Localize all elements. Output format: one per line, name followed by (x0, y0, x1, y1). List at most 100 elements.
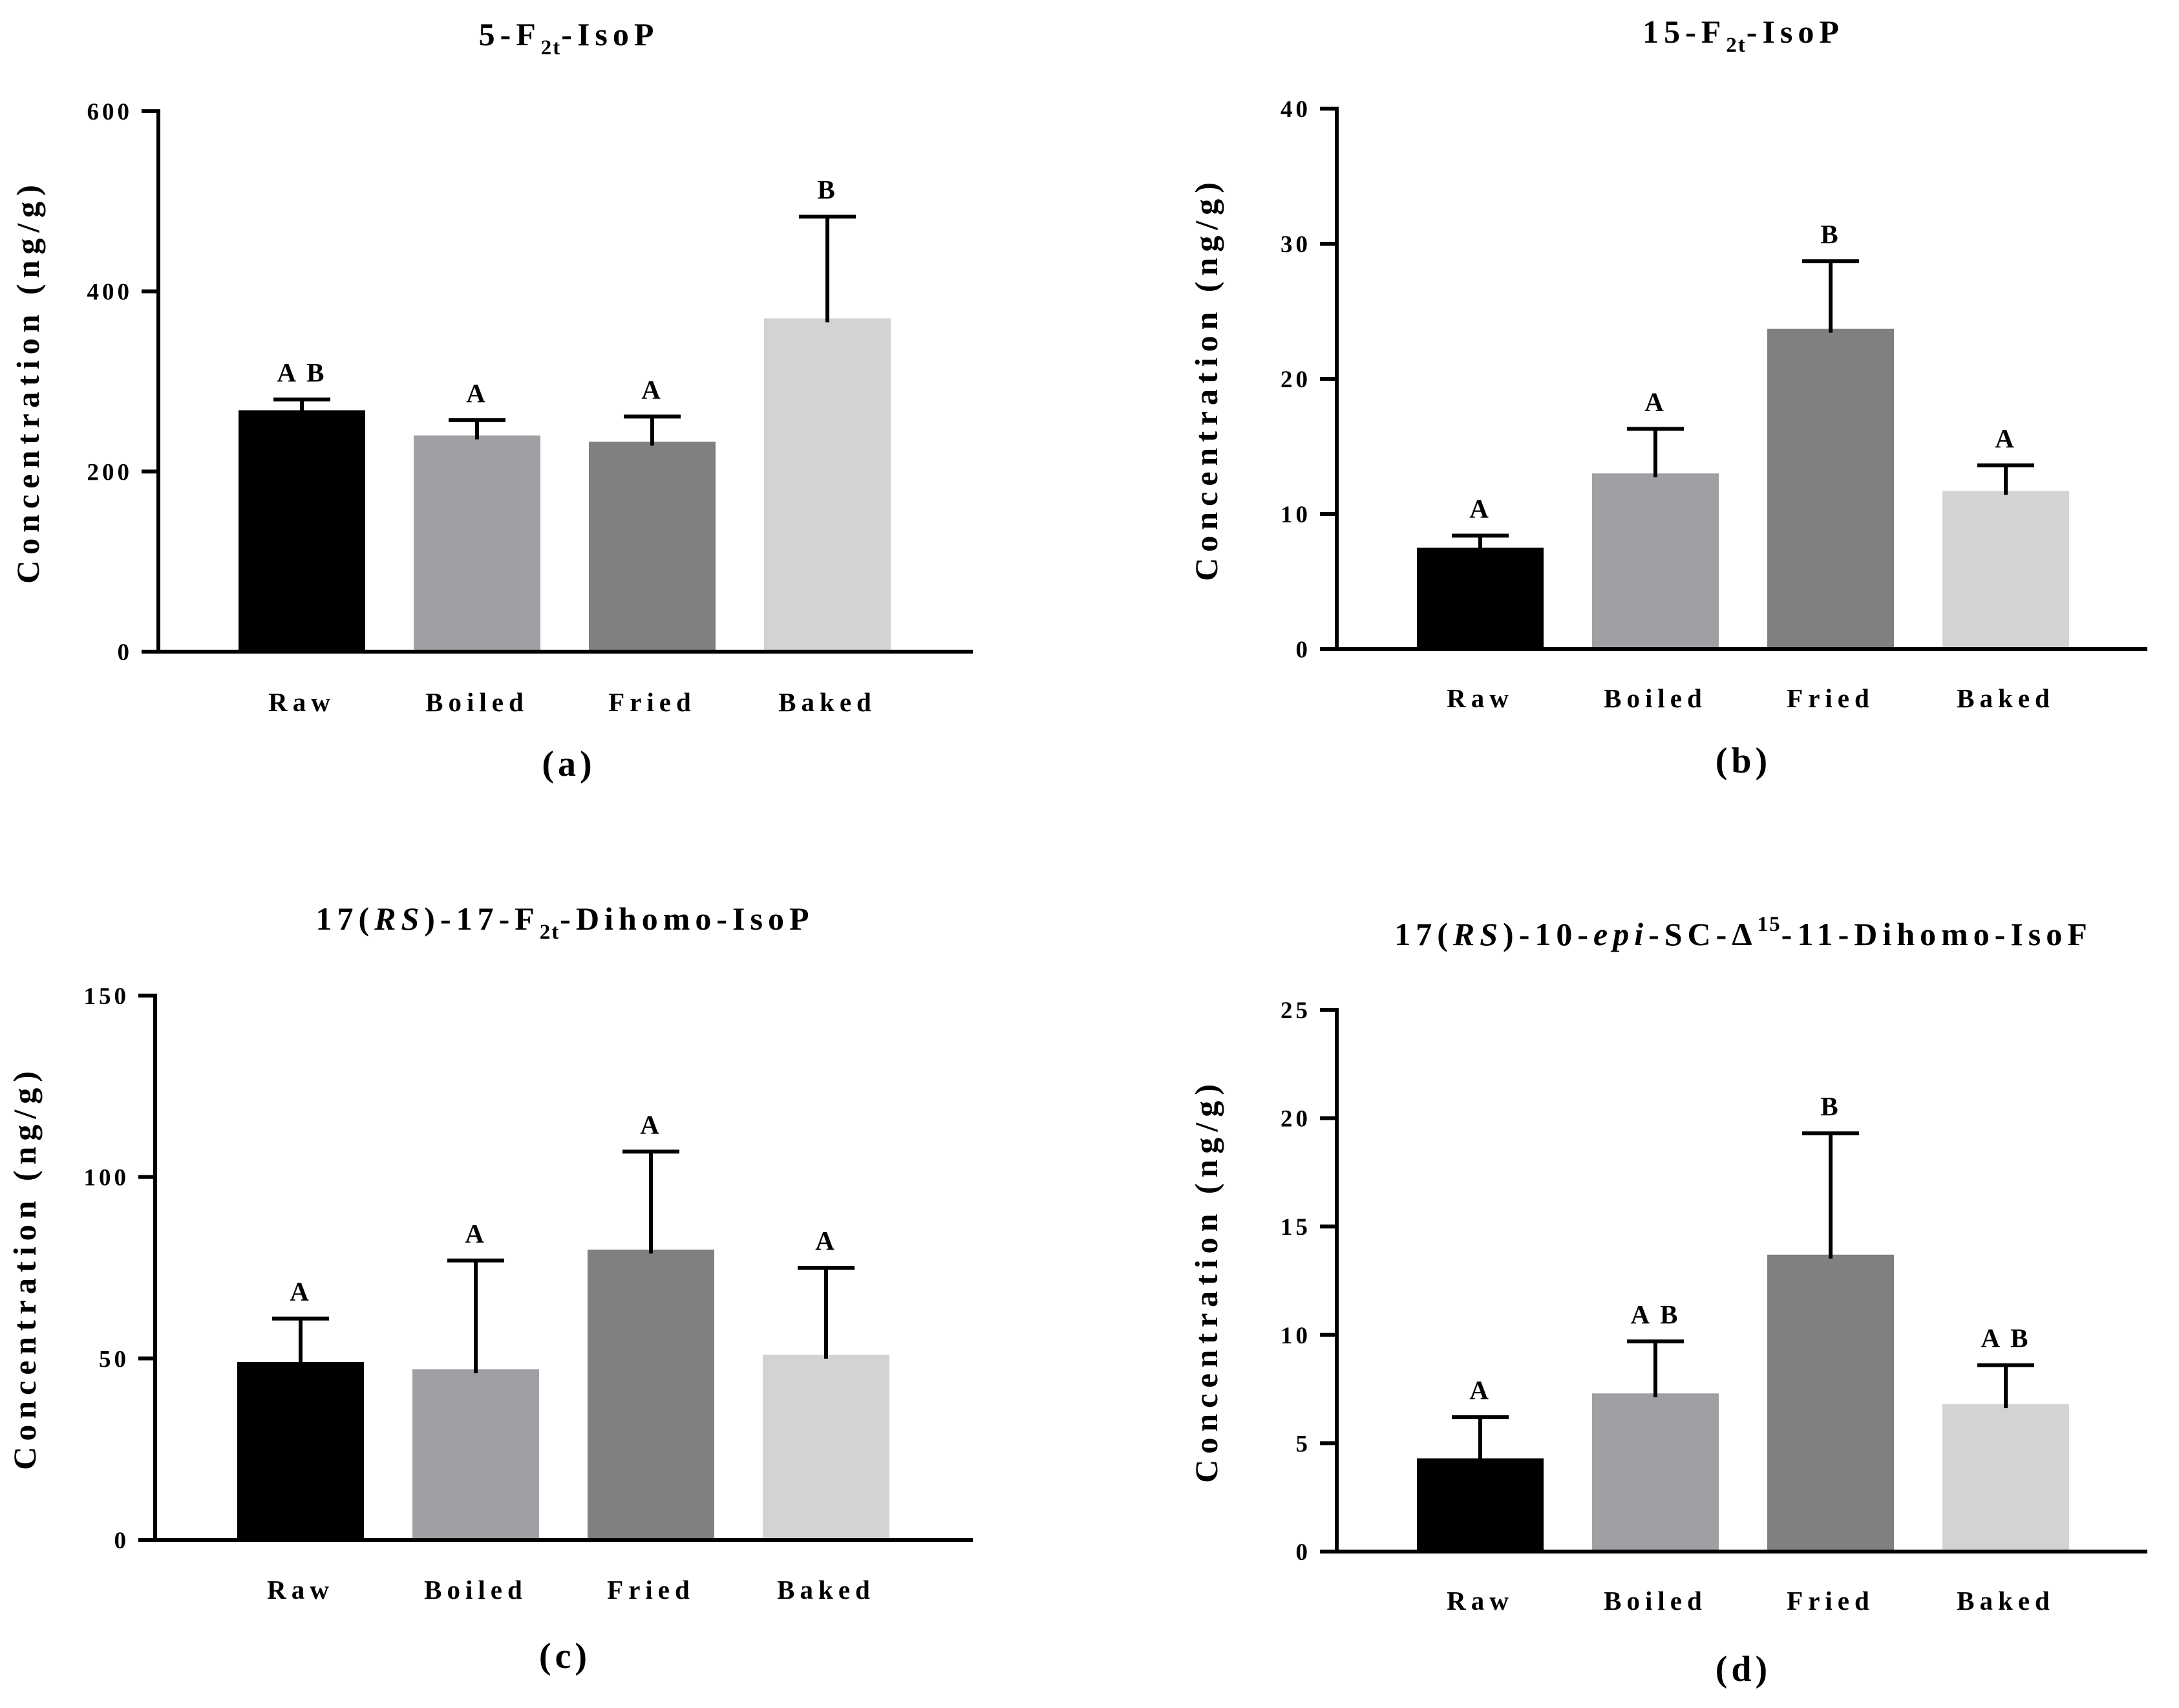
x-tick-label: Boiled (424, 1575, 527, 1605)
x-tick-label: Fried (607, 1575, 695, 1605)
significance-label: B (1820, 1091, 1840, 1121)
significance-label: A (290, 1277, 312, 1307)
y-tick-label: 0 (1296, 637, 1312, 663)
x-tick-label: Boiled (1604, 683, 1707, 713)
y-tick-label: 10 (1281, 1323, 1311, 1349)
significance-label: A (641, 374, 663, 404)
chart-title-part: RS (1452, 916, 1503, 952)
significance-label: A (1469, 493, 1491, 523)
bar-baked (764, 318, 891, 652)
y-tick-label: 400 (87, 279, 133, 306)
chart-panel-b: 15-F2t-IsoP Concentration (ng/g) A Raw A Boil… (1188, 14, 2147, 781)
x-tick-label: Raw (268, 687, 335, 717)
y-tick-label: 15 (1281, 1214, 1311, 1241)
bar-raw (1417, 548, 1544, 649)
y-tick-label: 50 (99, 1346, 129, 1372)
panel-label: (c) (539, 1636, 591, 1676)
bar-boiled (1592, 1393, 1719, 1552)
significance-label: B (1820, 219, 1840, 249)
y-axis-label: Concentration (ng/g) (1188, 176, 1224, 581)
bar-boiled (414, 435, 540, 652)
y-axis-label: Concentration (ng/g) (6, 1065, 43, 1470)
x-tick-label: Baked (1957, 683, 2055, 713)
chart-title-part: 17( (1394, 916, 1453, 952)
x-tick-label: Baked (777, 1575, 875, 1605)
significance-label: A (465, 1219, 487, 1248)
chart-title-part: )-10- (1503, 916, 1593, 952)
bar-baked (1942, 1404, 2069, 1552)
significance-label: A (1469, 1375, 1491, 1405)
chart-title-part: )-17-F (424, 901, 540, 937)
bar-raw (239, 410, 365, 652)
y-tick-label: 10 (1281, 502, 1311, 528)
y-tick-label: 100 (84, 1165, 130, 1191)
x-tick-label: Baked (778, 687, 877, 717)
significance-label: A B (1631, 1299, 1681, 1329)
bar-baked (1942, 491, 2069, 649)
bar-fried (1767, 1254, 1894, 1552)
significance-label: A (1644, 387, 1666, 416)
bar-fried (588, 1249, 714, 1540)
bar-raw (1417, 1458, 1544, 1552)
chart-title-part: 17( (315, 901, 374, 937)
y-tick-label: 20 (1281, 1106, 1311, 1133)
chart-title-part: -Dihomo-IsoP (560, 901, 814, 937)
significance-label: A (640, 1109, 662, 1139)
chart-title: 5-F2t-IsoP (479, 16, 659, 59)
y-tick-label: 0 (118, 639, 133, 666)
chart-title: 17(RS)-10-epi-SC-Δ15-11-Dihomo-IsoF (1394, 913, 2092, 952)
y-tick-label: 200 (87, 459, 133, 486)
significance-label: A (1995, 423, 2017, 453)
chart-title-part: -11-Dihomo-IsoF (1781, 916, 2092, 952)
bar-fried (589, 442, 716, 652)
bar-boiled (412, 1369, 539, 1540)
significance-label: B (817, 175, 837, 204)
x-tick-label: Boiled (425, 687, 529, 717)
chart-title-part: 15-F (1642, 14, 1726, 50)
chart-panel-d: 17(RS)-10-epi-SC-Δ15-11-Dihomo-IsoF Conce… (1188, 913, 2147, 1689)
y-axis-label: Concentration (ng/g) (1188, 1078, 1224, 1483)
panel-label: (a) (542, 744, 595, 784)
chart-title: 15-F2t-IsoP (1642, 14, 1844, 57)
x-tick-label: Fried (608, 687, 696, 717)
x-tick-label: Raw (1447, 683, 1514, 713)
panel-label: (d) (1716, 1649, 1771, 1689)
bar-fried (1767, 328, 1894, 649)
y-axis-label: Concentration (ng/g) (10, 179, 46, 584)
y-tick-label: 25 (1281, 998, 1311, 1024)
y-tick-label: 0 (114, 1528, 130, 1554)
x-tick-label: Fried (1787, 1586, 1875, 1616)
bar-boiled (1592, 473, 1719, 649)
chart-title-part: -IsoP (561, 16, 659, 52)
chart-title-part: -IsoP (1747, 14, 1844, 50)
significance-label: A B (1981, 1323, 2031, 1353)
significance-label: A (815, 1226, 837, 1255)
panel-label: (b) (1716, 741, 1771, 781)
significance-label: A (466, 378, 488, 408)
y-tick-label: 0 (1296, 1539, 1312, 1566)
chart-title-part: 2t (1726, 34, 1747, 57)
significance-label: A B (277, 358, 327, 387)
chart-panel-c: 17(RS)-17-F2t-Dihomo-IsoP Concentration (… (6, 901, 973, 1676)
x-tick-label: Baked (1957, 1586, 2055, 1616)
bar-raw (237, 1361, 364, 1540)
chart-title-part: 2t (540, 921, 560, 944)
chart-title: 17(RS)-17-F2t-Dihomo-IsoP (315, 901, 814, 944)
y-tick-label: 30 (1281, 231, 1311, 258)
bar-baked (763, 1354, 889, 1540)
y-tick-label: 20 (1281, 367, 1311, 393)
chart-panel-a: 5-F2t-IsoP Concentration (ng/g) A B Raw A Boi… (10, 16, 973, 784)
x-tick-label: Raw (1447, 1586, 1514, 1616)
chart-title-part: 2t (541, 36, 562, 59)
chart-title-part: 5-F (479, 16, 541, 52)
chart-title-part: epi (1593, 916, 1648, 952)
y-tick-label: 600 (87, 99, 133, 125)
y-tick-label: 40 (1281, 96, 1311, 123)
y-tick-label: 150 (84, 983, 130, 1010)
chart-title-part: 15 (1758, 913, 1781, 936)
x-tick-label: Boiled (1604, 1586, 1707, 1616)
x-tick-label: Fried (1787, 683, 1875, 713)
x-tick-label: Raw (267, 1575, 334, 1605)
chart-title-part: RS (374, 901, 424, 937)
